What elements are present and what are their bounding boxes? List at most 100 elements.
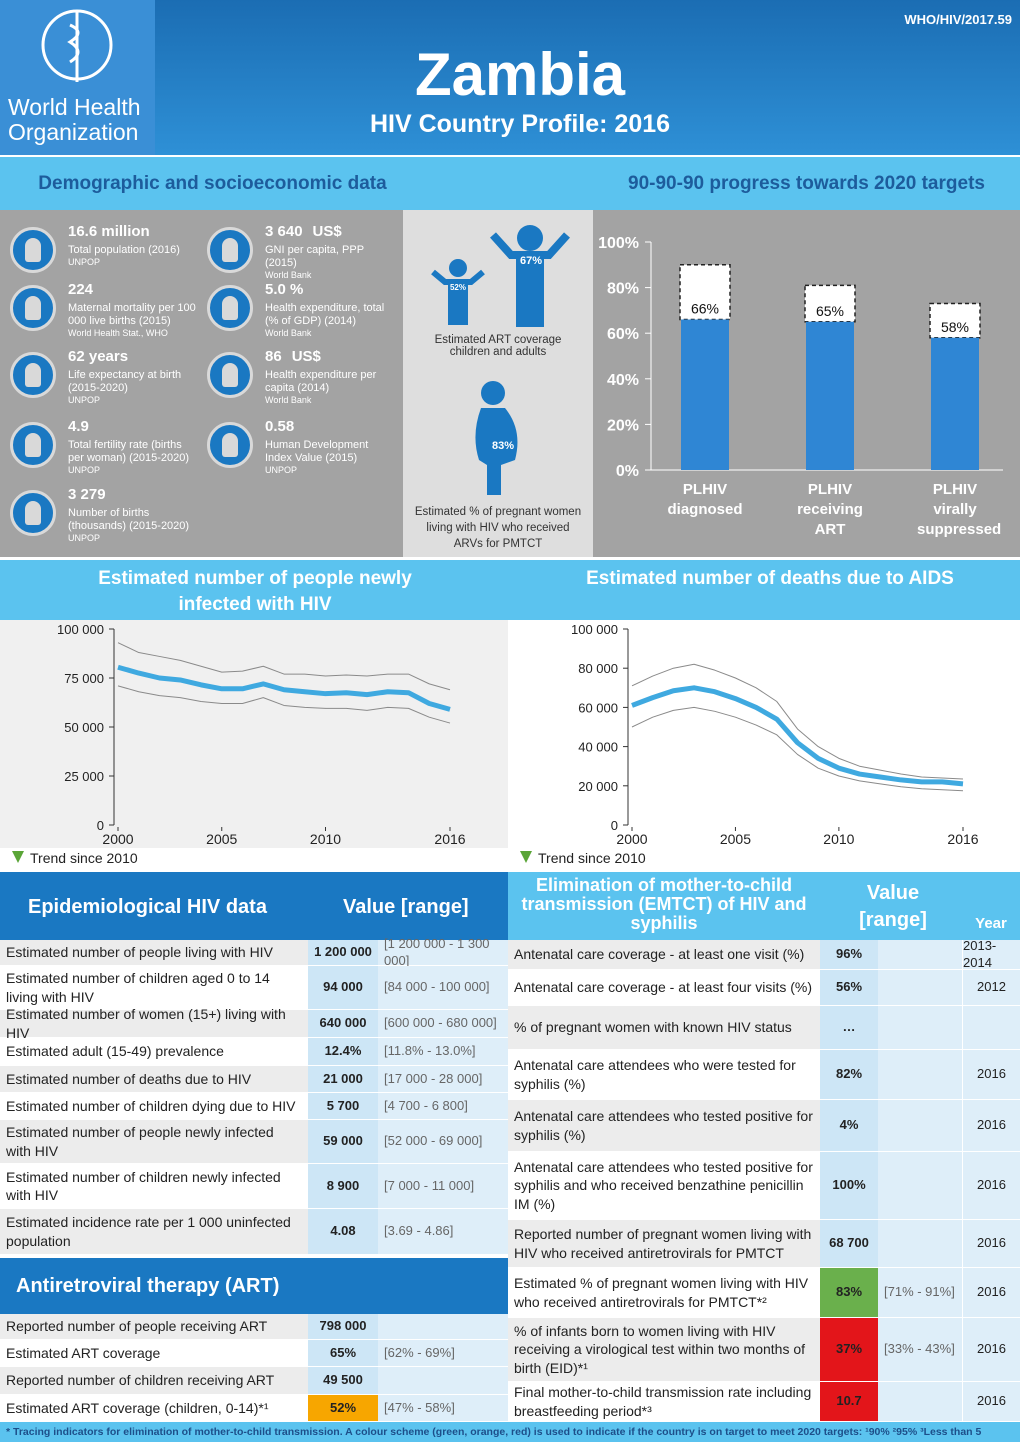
bar [931,337,979,470]
row-value: 1 200 000 [308,940,378,966]
section-bar [0,560,1020,620]
row-year: 2016 [962,1268,1020,1318]
art-caption: Estimated ART coverage children and adul… [434,334,562,358]
trend-arrow [520,851,532,863]
target-box [929,302,981,339]
icon-glyph [25,433,41,457]
indicator-icon [10,490,56,536]
icon-glyph [222,363,238,387]
org-line: World Health [8,94,141,120]
row-value: … [820,1006,878,1050]
column-header: Value [range] [859,882,927,931]
indicator-source: UNPOP [68,257,101,267]
estimate-line [631,685,964,787]
section-title: Estimated number of people newly infecte… [98,568,412,615]
y-tick-label: 80% [607,281,639,298]
row-year: 2016 [962,1318,1020,1382]
country-title: Zambia [414,41,626,108]
infections-chart: 0 25 000 50 000 75 000 100 000 2000 2005 2010 20… [0,620,508,848]
row-range: [4 700 - 6 800] [378,1093,508,1120]
indicator-value: 86 [265,348,282,365]
progress-chart: 0% 20% 40% 60% 80% 100% 66% 65% 58% [593,210,1020,557]
row-label: Final mother-to-child transmission rate … [508,1382,820,1422]
x-tick-label: 2000 [616,831,647,847]
row-value: 49 500 [308,1367,378,1395]
subtitle: HIV Country Profile: 2016 [369,110,671,138]
indicator-source: UNPOP [68,395,101,405]
row-value: 10.7 [820,1382,878,1422]
indicator: 3 640 US$ GNI per capita, PPP (2015) World … [265,223,395,280]
indicator-source: UNPOP [68,533,101,543]
row-value: 4.08 [308,1209,378,1255]
row-label: Antenatal care attendees who tested posi… [508,1100,820,1152]
row-value: 52% [308,1395,378,1422]
row-range: [33% - 43%] [878,1318,962,1382]
row-value: 21 000 [308,1066,378,1093]
child-head [449,259,467,277]
row-label: Antenatal care attendees who were tested… [508,1050,820,1100]
row-range: [47% - 58%] [378,1395,508,1422]
indicator: 4.9 Total fertility rate (births per woma… [68,418,198,475]
indicator-icon [207,285,253,331]
logo-emblem [41,9,113,82]
row-label: Estimated incidence rate per 1 000 uninf… [0,1209,308,1255]
row-value: 83% [820,1268,878,1318]
row-value: 5 700 [308,1093,378,1120]
row-range [878,1050,962,1100]
row-range: [1 200 000 - 1 300 000] [378,936,508,968]
value-label: 58% [941,319,969,335]
icon-glyph [25,363,41,387]
row-label: Antenatal care coverage - at least four … [508,970,820,1006]
row-year: 2016 [962,1382,1020,1422]
trend-arrow [12,851,24,863]
indicator-value: 3 279 [68,486,106,503]
row-label: Estimated adult (15-49) prevalence [0,1038,308,1066]
indicator-source: World Bank [265,395,312,405]
row-value: 4% [820,1100,878,1152]
org-line: Organization [8,119,139,145]
indicator: 16.6 million Total population (2016) UNPOP [68,223,198,267]
value-label: 65% [816,303,844,319]
row-value: 82% [820,1050,878,1100]
table-title: Epidemiological HIV data [28,896,267,918]
row-year: 2016 [962,1152,1020,1220]
row-range: [17 000 - 28 000] [378,1066,508,1093]
indicator-value: 3 640 [265,223,303,240]
indicator-icon [10,352,56,398]
epi-header: Epidemiological HIV data Value [range] [0,872,508,940]
y-tick-label: 0 [97,818,104,833]
y-tick-label: 50 000 [64,720,104,735]
row-range [378,1314,508,1340]
indicator-icon [10,285,56,331]
indicator-icon [207,422,253,468]
section-title: Estimated number of deaths due to AIDS [586,568,954,589]
row-label: Estimated number of deaths due to HIV [0,1066,308,1093]
row-range: [3.69 - 4.86] [378,1209,508,1255]
row-range [878,1152,962,1220]
header [0,0,1020,155]
indicator-source: World Bank [265,328,312,338]
y-tick-label: 100 000 [57,622,104,637]
row-range [878,1100,962,1152]
range-line [117,642,451,691]
range-line [631,663,964,780]
indicator-label: Maternal mortality per 100 000 live birt… [68,302,196,327]
trend: Trend since 2010 [10,850,138,866]
coverage-panel: 67% 52% Estimated ART coverage children … [403,210,593,557]
row-year: 2013-2014 [962,938,1020,970]
icon-glyph [25,501,41,525]
icon-glyph [25,238,41,262]
footnote: * Tracing indicators for elimination of … [0,1422,1020,1442]
row-label: Estimated number of people living with H… [0,940,308,966]
art-header: Antiretroviral therapy (ART) [0,1258,508,1314]
row-label: Estimated ART coverage [0,1340,308,1367]
indicator-icon [207,352,253,398]
x-tick-label: 2010 [310,831,341,847]
row-label: Estimated % of pregnant women living wit… [508,1268,820,1318]
y-tick-label: 60% [607,326,639,343]
indicator-value: 5.0 % [265,281,304,298]
indicator-label: GNI per capita, PPP (2015) [265,244,364,269]
pmtct-caption: Estimated % of pregnant women living wit… [414,506,582,550]
indicator: 62 years Life expectancy at birth (2015-2… [68,348,198,405]
